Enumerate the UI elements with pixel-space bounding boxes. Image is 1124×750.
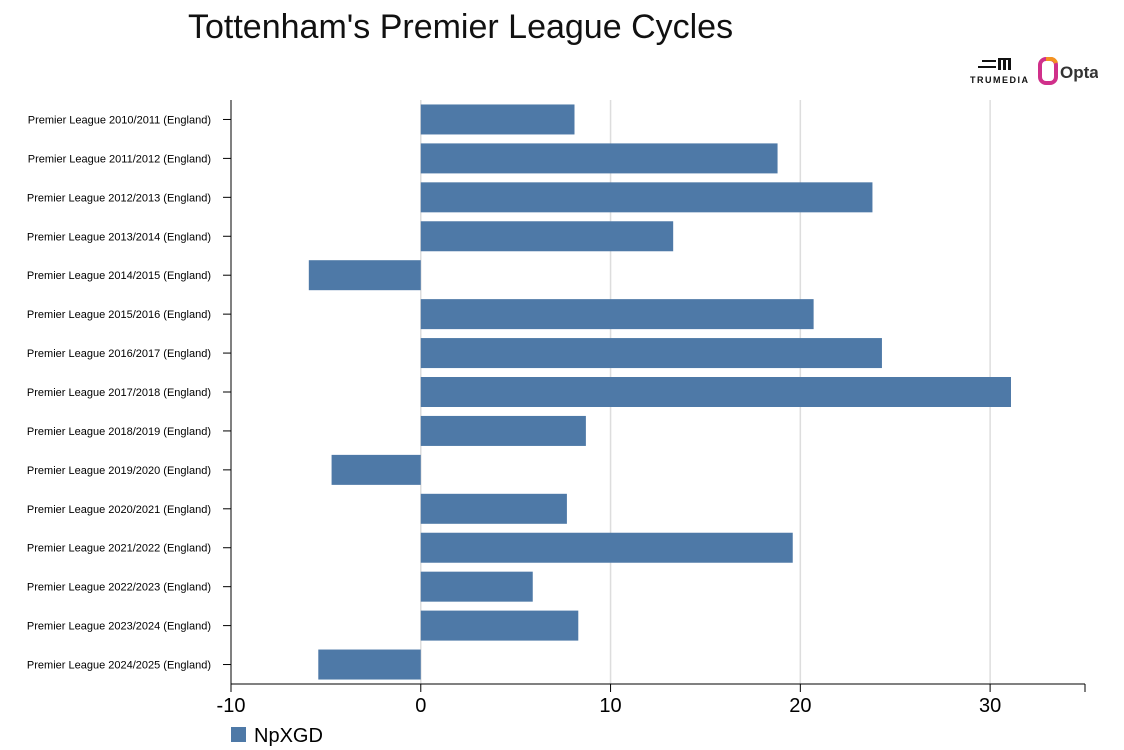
y-tick-label: Premier League 2012/2013 (England) [27,192,211,204]
trumedia-logo: TRUMEDIA [970,58,1030,85]
y-tick-label: Premier League 2013/2014 (England) [27,231,211,243]
svg-text:TRUMEDIA: TRUMEDIA [970,75,1030,85]
x-tick-label: -10 [217,695,246,717]
legend-label: NpXGD [254,725,323,747]
x-tick-label: 0 [415,695,426,717]
y-tick-label: Premier League 2022/2023 (England) [27,582,211,594]
bar [331,454,421,485]
bar [420,104,575,135]
opta-logo: Opta [1038,57,1099,85]
bar [420,377,1011,407]
bar [420,532,793,563]
y-tick-label: Premier League 2014/2015 (England) [27,270,211,282]
bar [420,338,882,369]
legend-swatch [231,727,246,742]
y-tick-label: Premier League 2023/2024 (England) [27,621,211,633]
bar [420,493,567,524]
y-tick-label: Premier League 2011/2012 (England) [28,153,211,165]
chart-title: Tottenham's Premier League Cycles [188,8,734,46]
bar [420,221,674,252]
bar [420,571,533,602]
y-tick-label: Premier League 2018/2019 (England) [27,426,211,438]
x-tick-label: 20 [789,695,811,717]
bar [308,260,421,291]
y-tick-label: Premier League 2020/2021 (England) [27,504,211,516]
y-tick-label: Premier League 2010/2011 (England) [28,114,211,126]
y-tick-label: Premier League 2017/2018 (England) [27,387,211,399]
bar [420,299,814,330]
y-tick-label: Premier League 2021/2022 (England) [27,543,211,555]
bar [420,182,873,213]
bar [420,415,586,446]
x-tick-label: 10 [599,695,621,717]
y-tick-label: Premier League 2015/2016 (England) [27,309,211,321]
y-tick-label: Premier League 2024/2025 (England) [27,660,211,672]
bar [420,143,778,174]
svg-text:Opta: Opta [1060,63,1098,82]
logos: TRUMEDIA Opta [968,56,1099,93]
bar [420,610,579,641]
y-tick-label: Premier League 2016/2017 (England) [27,348,211,360]
y-tick-label: Premier League 2019/2020 (England) [27,465,211,477]
x-tick-label: 30 [979,695,1001,717]
bar [318,649,421,680]
